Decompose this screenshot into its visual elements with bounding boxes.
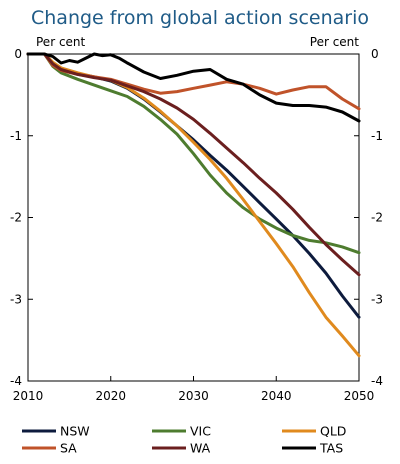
- y-tick-label-right: 0: [371, 47, 379, 61]
- x-tick-label: 2020: [95, 389, 126, 403]
- legend-label-qld: QLD: [320, 424, 346, 439]
- y-tick-label-right: -1: [371, 129, 383, 143]
- x-tick-label: 2030: [178, 389, 209, 403]
- series-line-qld: [26, 52, 361, 358]
- y-tick-label-right: -4: [371, 374, 383, 388]
- legend-label-nsw: NSW: [60, 424, 90, 439]
- legend-label-wa: WA: [190, 441, 211, 456]
- y-tick-label-left: -2: [10, 211, 22, 225]
- legend: NSW VIC QLD SA WA TAS: [22, 424, 346, 456]
- chart-title: Change from global action scenario: [31, 7, 369, 29]
- y-tick-label-left: -1: [10, 129, 22, 143]
- y-tick-label-left: -4: [10, 374, 22, 388]
- series-line-wa: [26, 52, 361, 277]
- y-tick-label-right: -2: [371, 211, 383, 225]
- y-tick-label-right: -3: [371, 292, 383, 306]
- x-tick-label: 2050: [344, 389, 375, 403]
- x-tick-label: 2010: [13, 389, 44, 403]
- series-lines: [26, 52, 361, 358]
- legend-label-vic: VIC: [190, 424, 211, 439]
- legend-label-tas: TAS: [319, 441, 343, 456]
- series-line-vic: [26, 52, 361, 255]
- x-tick-label: 2040: [261, 389, 292, 403]
- series-line-nsw: [26, 52, 361, 319]
- y-tick-label-left: -3: [10, 292, 22, 306]
- series-line-tas: [26, 52, 361, 123]
- legend-label-sa: SA: [60, 441, 77, 456]
- plot-area: [27, 53, 360, 382]
- y-unit-left: Per cent: [36, 35, 86, 49]
- y-unit-right: Per cent: [310, 35, 360, 49]
- y-tick-label-left: 0: [14, 47, 22, 61]
